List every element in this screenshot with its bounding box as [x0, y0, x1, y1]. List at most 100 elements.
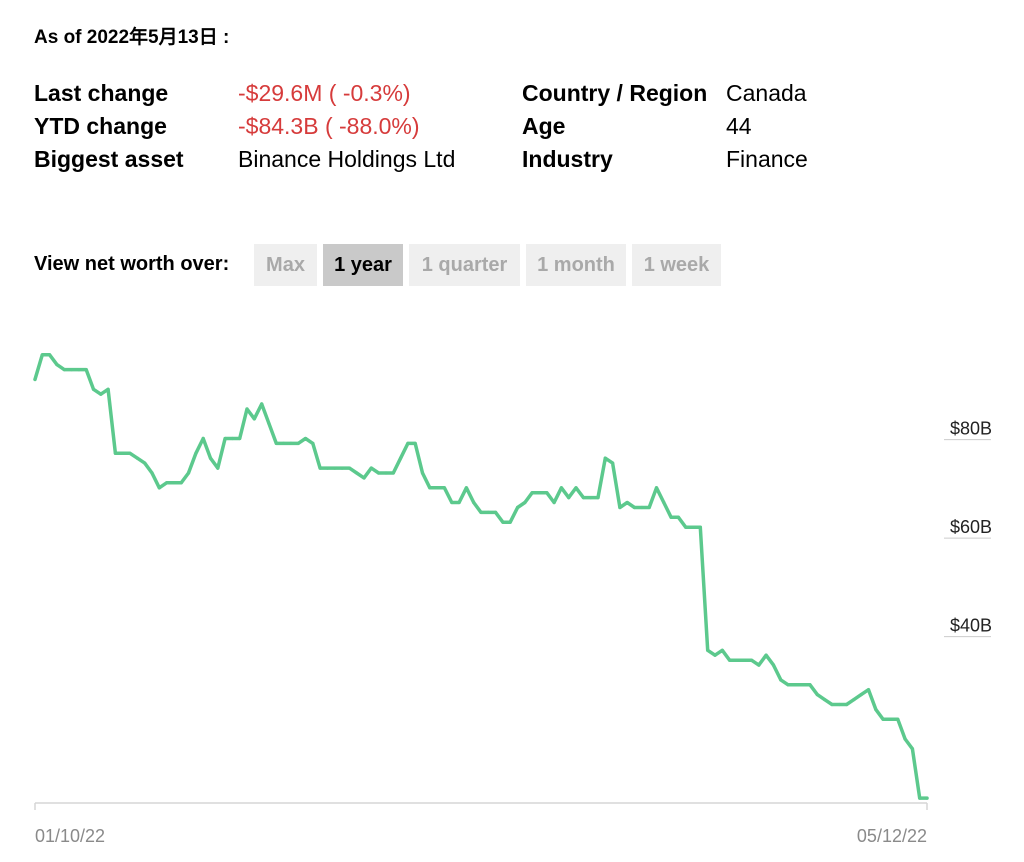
data-point	[786, 683, 790, 687]
data-point	[545, 491, 549, 495]
data-point	[852, 698, 856, 702]
biggest-asset-label: Biggest asset	[34, 146, 184, 172]
data-point	[874, 707, 878, 711]
data-point	[186, 471, 191, 475]
biggest-asset-value: Binance Holdings Ltd	[238, 146, 456, 172]
data-point	[143, 461, 147, 465]
data-point	[325, 466, 330, 470]
data-point	[552, 500, 556, 505]
range-button-1-year[interactable]: 1 year	[323, 244, 403, 286]
data-point	[537, 491, 542, 495]
data-point	[230, 436, 234, 441]
data-point	[135, 456, 139, 460]
data-point	[735, 658, 739, 662]
industry-value: Finance	[726, 146, 808, 172]
range-button-1-month[interactable]: 1 month	[526, 244, 626, 286]
data-point	[333, 466, 337, 470]
data-point	[128, 451, 132, 455]
net-worth-series-line	[33, 353, 929, 800]
data-point	[618, 505, 622, 510]
data-point	[501, 520, 505, 524]
data-point	[260, 402, 264, 406]
data-point	[896, 717, 900, 721]
data-point	[208, 456, 213, 460]
data-point	[165, 481, 169, 485]
data-point	[728, 658, 732, 662]
data-point	[289, 441, 293, 445]
data-point	[574, 486, 578, 490]
age-label: Age	[522, 113, 566, 139]
data-point	[457, 500, 461, 505]
data-point	[713, 653, 717, 657]
data-point	[611, 461, 615, 465]
data-point	[918, 796, 922, 800]
data-point	[399, 456, 403, 460]
industry-label: Industry	[522, 146, 613, 172]
data-point	[793, 683, 798, 687]
data-point	[859, 693, 863, 697]
data-point	[113, 451, 117, 455]
data-point	[903, 737, 907, 741]
data-point	[252, 417, 256, 421]
x-tick-label-end: 05/12/22	[857, 826, 927, 846]
data-point	[654, 486, 659, 490]
last-change-label: Last change	[34, 80, 169, 106]
data-point	[55, 363, 59, 367]
view-net-worth-label: View net worth over:	[34, 253, 230, 275]
data-point	[764, 653, 768, 657]
y-tick-label: $40B	[950, 616, 992, 636]
data-point	[369, 466, 373, 470]
data-point	[669, 515, 673, 519]
data-point	[121, 451, 125, 455]
data-point	[201, 436, 205, 441]
data-point	[845, 702, 849, 707]
data-point	[355, 471, 359, 475]
data-point	[194, 451, 198, 455]
ytd-change-value: -$84.3B ( -88.0%)	[238, 113, 420, 139]
data-point	[77, 368, 81, 372]
data-point	[318, 466, 322, 470]
data-point	[223, 436, 227, 441]
range-button-max[interactable]: Max	[254, 244, 317, 286]
data-point	[406, 441, 410, 445]
data-point	[706, 648, 710, 652]
data-point	[347, 466, 351, 470]
range-button-1-quarter[interactable]: 1 quarter	[409, 244, 520, 286]
data-point	[413, 441, 417, 445]
data-point	[866, 688, 871, 692]
data-point	[420, 471, 425, 475]
data-point	[91, 387, 96, 391]
data-point	[245, 407, 249, 411]
data-point	[676, 515, 681, 519]
age-value: 44	[726, 113, 752, 139]
data-point	[486, 510, 490, 514]
data-point	[377, 471, 381, 475]
data-point	[647, 505, 651, 510]
data-point	[216, 466, 220, 470]
data-point	[625, 500, 629, 505]
data-point	[40, 353, 44, 357]
data-point	[384, 471, 388, 475]
data-point	[910, 747, 915, 751]
data-point	[530, 491, 534, 495]
data-point	[157, 486, 161, 490]
net-worth-chart: $80B $60B $40B 01/10/22 05/12/22	[33, 353, 992, 846]
data-point	[603, 456, 607, 460]
data-point	[888, 717, 893, 721]
data-point	[282, 441, 286, 445]
data-point	[428, 486, 432, 490]
data-point	[172, 481, 176, 485]
data-point	[479, 510, 483, 514]
data-point	[391, 471, 395, 475]
range-button-1-week[interactable]: 1 week	[632, 244, 721, 286]
data-point	[720, 648, 724, 652]
data-point	[442, 486, 446, 490]
data-point	[267, 422, 271, 426]
data-point	[296, 441, 300, 445]
data-point	[274, 441, 278, 445]
data-point	[801, 683, 805, 687]
data-point	[581, 496, 586, 500]
data-point	[99, 392, 103, 396]
data-point	[567, 496, 571, 500]
last-change-value: -$29.6M ( -0.3%)	[238, 80, 411, 106]
